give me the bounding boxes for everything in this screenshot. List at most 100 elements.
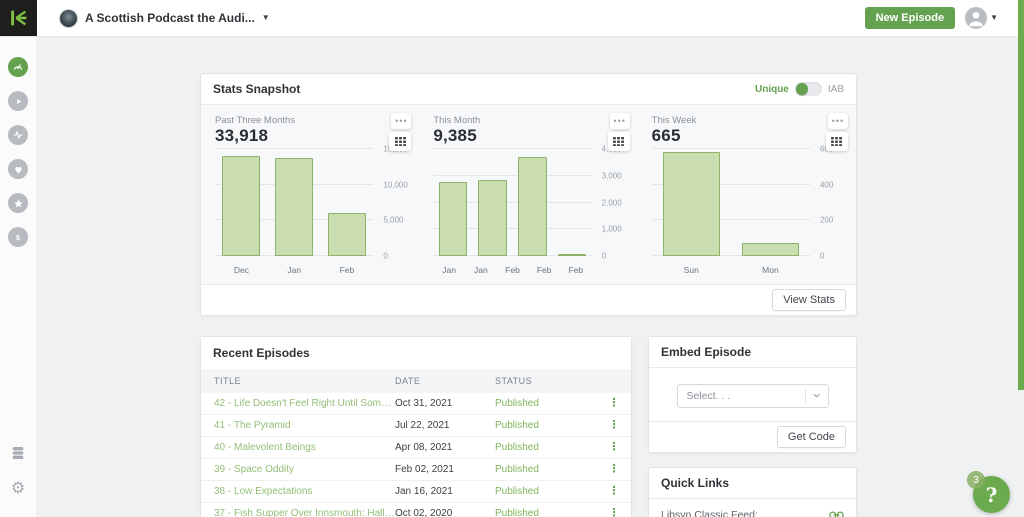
x-tick-label: Feb [339, 265, 355, 275]
podcast-avatar [59, 8, 78, 28]
sidebar: $ ⚙ [0, 37, 37, 517]
stats-snapshot-card: Stats Snapshot Unique IAB Past Three Mon… [200, 73, 857, 316]
sidebar-item-dashboard[interactable] [8, 57, 28, 77]
chart-plot-area [433, 148, 592, 256]
chart-table-view-button[interactable] [607, 132, 630, 151]
sidebar-item-play[interactable] [8, 91, 28, 111]
embed-card-header: Embed Episode [649, 337, 856, 368]
new-episode-button[interactable]: New Episode [864, 7, 956, 29]
heart-icon [13, 164, 24, 175]
episode-status: Published [495, 442, 539, 453]
y-axis: 0200400600 [812, 145, 842, 261]
sidebar-item-heart[interactable] [8, 159, 28, 179]
sidebar-item-activity[interactable] [8, 125, 28, 145]
chart-table-view-button[interactable] [389, 132, 412, 151]
episode-status: Published [495, 486, 539, 497]
episode-menu-kebab-icon[interactable]: ⋮ [608, 485, 620, 497]
x-tick-label: Feb [505, 265, 520, 275]
y-tick-label: 10,000 [383, 180, 408, 190]
episode-title-link[interactable]: 40 - Malevolent Beings [214, 442, 316, 453]
episodes-table: TITLE DATE STATUS 42 - Life Doesn't Feel… [201, 369, 631, 517]
embed-card-body: Select. . . [649, 368, 856, 423]
episode-menu-kebab-icon[interactable]: ⋮ [608, 463, 620, 475]
x-axis: Dec Jan Feb [215, 265, 373, 275]
episode-date: Feb 02, 2021 [395, 464, 454, 475]
scrollbar-thumb[interactable] [1018, 0, 1024, 390]
gridline [651, 183, 810, 185]
episode-select-value: Select. . . [686, 389, 731, 402]
episode-title-link[interactable]: 37 - Fish Supper Over Innsmouth: Hallowe… [214, 508, 395, 517]
y-tick-label: 5,000 [383, 215, 404, 225]
x-axis: Sun Mon [652, 265, 810, 275]
y-tick-label: 0 [383, 251, 388, 261]
chart-title: This Week [651, 115, 697, 126]
sidebar-item-settings[interactable]: ⚙ [0, 481, 36, 497]
sidebar-item-storage[interactable] [0, 445, 36, 461]
stats-card-header: Stats Snapshot Unique IAB [201, 74, 856, 105]
embed-episode-card: Embed Episode Select. . . Get Code [648, 336, 857, 453]
recent-episodes-header: Recent Episodes [201, 337, 631, 368]
get-code-button[interactable]: Get Code [776, 426, 846, 448]
bars [652, 149, 810, 256]
episode-menu-kebab-icon[interactable]: ⋮ [608, 441, 620, 453]
chart-total-value: 665 [651, 126, 681, 145]
chart-table-view-button[interactable] [825, 132, 848, 151]
episodes-table-header: TITLE DATE STATUS [201, 369, 631, 393]
podcast-selector[interactable]: A Scottish Podcast the Audi... ▼ [59, 8, 270, 28]
x-tick-label: Feb [536, 265, 552, 275]
y-tick-label: 2,000 [601, 198, 622, 207]
unique-iab-toggle-group: Unique IAB [755, 82, 844, 96]
y-tick-label: 1,000 [601, 224, 622, 234]
settings-icon: ⚙ [10, 480, 26, 497]
episode-menu-kebab-icon[interactable]: ⋮ [608, 397, 620, 409]
chart-options-button[interactable]: ••• [609, 113, 630, 129]
help-button[interactable]: ? 3 [967, 471, 1010, 513]
chart-total-value: 33,918 [215, 126, 269, 145]
bar [557, 253, 587, 256]
episode-menu-kebab-icon[interactable]: ⋮ [608, 507, 620, 517]
episode-status: Published [495, 420, 539, 431]
quick-links-header: Quick Links [649, 468, 856, 499]
gridline [433, 201, 592, 203]
episode-title-link[interactable]: 38 - Low Expectations [214, 486, 313, 497]
episode-date: Jan 16, 2021 [395, 486, 453, 497]
dashboard-icon [12, 61, 24, 73]
episode-select[interactable]: Select. . . [676, 383, 829, 408]
bar [222, 156, 261, 256]
unique-iab-toggle[interactable] [794, 82, 822, 96]
episode-date: Oct 31, 2021 [395, 398, 453, 409]
quick-links-title: Quick Links [661, 476, 730, 490]
embed-card-footer: Get Code [649, 421, 856, 452]
gridline [651, 219, 810, 221]
link-icon[interactable] [829, 509, 844, 517]
episode-status: Published [495, 398, 539, 409]
bar [438, 182, 468, 256]
chart-options-button[interactable]: ••• [827, 113, 848, 129]
gridline [215, 148, 374, 149]
episode-title-link[interactable]: 39 - Space Oddity [214, 464, 295, 475]
chart-options-button[interactable]: ••• [391, 113, 412, 129]
view-stats-button[interactable]: View Stats [772, 289, 846, 311]
x-tick-label: Jan [442, 265, 457, 275]
episode-title-link[interactable]: 41 - The Pyramid [214, 420, 291, 431]
y-tick-label: 0 [601, 251, 607, 261]
bar [518, 157, 547, 256]
episode-date: Jul 22, 2021 [395, 420, 450, 431]
libsyn-logo[interactable] [0, 0, 37, 36]
episode-menu-kebab-icon[interactable]: ⋮ [608, 419, 620, 431]
episode-title-link[interactable]: 42 - Life Doesn't Feel Right Until Somet… [214, 398, 395, 409]
chart-total-value: 9,385 [433, 126, 477, 145]
sidebar-item-star[interactable] [8, 193, 28, 213]
embed-title: Embed Episode [661, 345, 752, 359]
table-grid-icon [394, 137, 406, 146]
y-tick-label: 400 [819, 180, 834, 190]
bar [327, 212, 366, 256]
episodes-table-body: 42 - Life Doesn't Feel Right Until Somet… [201, 393, 631, 517]
episode-status: Published [495, 508, 539, 517]
sidebar-item-earnings[interactable]: $ [8, 227, 28, 247]
user-menu[interactable]: ▼ [965, 7, 998, 29]
bars [433, 149, 591, 256]
